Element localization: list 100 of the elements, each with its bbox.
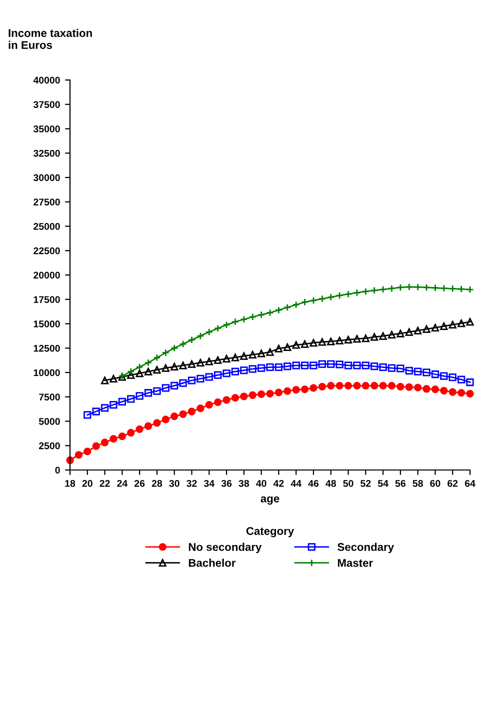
x-tick-label: 20 [82,480,92,487]
point [370,362,378,370]
point [153,387,161,395]
point [144,389,152,397]
point [222,321,230,329]
point [136,369,144,378]
point [353,362,361,370]
x-tick-label: 32 [186,480,197,487]
point [179,340,187,348]
x-tick-label: 58 [412,480,423,487]
point [440,386,448,394]
point [214,398,222,406]
x-tick-label: 60 [430,480,440,487]
point [127,371,135,379]
x-tick-label: 50 [343,480,354,487]
point [84,448,92,456]
point [214,356,222,364]
y-tick-label: 0 [55,466,60,474]
x-tick-label: 36 [221,480,232,487]
point [310,384,318,392]
point [231,394,240,402]
point [353,334,361,343]
point [100,376,109,384]
point [318,382,326,390]
point [405,383,413,391]
point [170,362,178,370]
point [457,319,466,328]
point [344,362,352,370]
point [170,382,178,390]
point [396,364,404,372]
point [231,318,240,326]
point [205,400,213,409]
point [370,286,378,294]
point [127,368,135,376]
x-tick-label: 30 [169,480,180,487]
point [440,372,448,380]
point [153,354,161,362]
point [431,370,440,378]
point [440,284,448,292]
point [379,286,387,294]
point [144,358,152,366]
point [170,344,178,352]
x-tick-label: 46 [308,480,319,487]
point [136,392,144,400]
point [110,374,118,382]
x-axis-title: age [260,496,280,505]
point [422,385,430,393]
point [240,352,248,360]
point [231,354,240,362]
point [300,385,309,394]
point [405,283,413,291]
y-tick-label: 2500 [38,442,60,450]
x-tick-label: 40 [256,480,266,487]
point [457,388,466,397]
x-tick-label: 24 [117,480,128,487]
point [379,382,387,390]
x-tick-label: 18 [65,480,76,487]
point [257,310,266,319]
point [266,348,274,356]
point [300,298,309,306]
point [457,285,466,293]
point [362,288,370,296]
point [370,333,378,341]
y-tick-label: 25000 [34,222,60,230]
point [344,382,352,390]
point [379,363,387,371]
point [274,363,283,371]
point [266,363,274,371]
point [196,404,204,412]
point [466,318,474,326]
point [74,451,83,459]
point [84,411,92,419]
point [144,422,152,430]
point [92,442,100,450]
point [240,366,248,374]
x-tick-label: 52 [360,480,371,487]
point [318,294,326,303]
y-tick-label: 35000 [33,125,60,132]
point [231,368,240,376]
point [431,324,440,332]
point [292,300,300,309]
point [405,328,413,336]
point [388,364,396,372]
point [162,384,170,392]
point [266,308,274,317]
point [248,313,256,321]
point [240,392,248,400]
y-tick-label: 10000 [34,369,60,376]
point [448,388,456,396]
point [396,330,404,338]
point [431,284,440,292]
x-tick-label: 54 [378,480,388,487]
point [284,343,292,351]
point [431,385,440,394]
point [466,378,474,386]
point [300,362,309,370]
point [214,371,222,379]
point [414,368,422,376]
point [274,344,283,352]
legend-label: Bachelor [188,558,236,567]
